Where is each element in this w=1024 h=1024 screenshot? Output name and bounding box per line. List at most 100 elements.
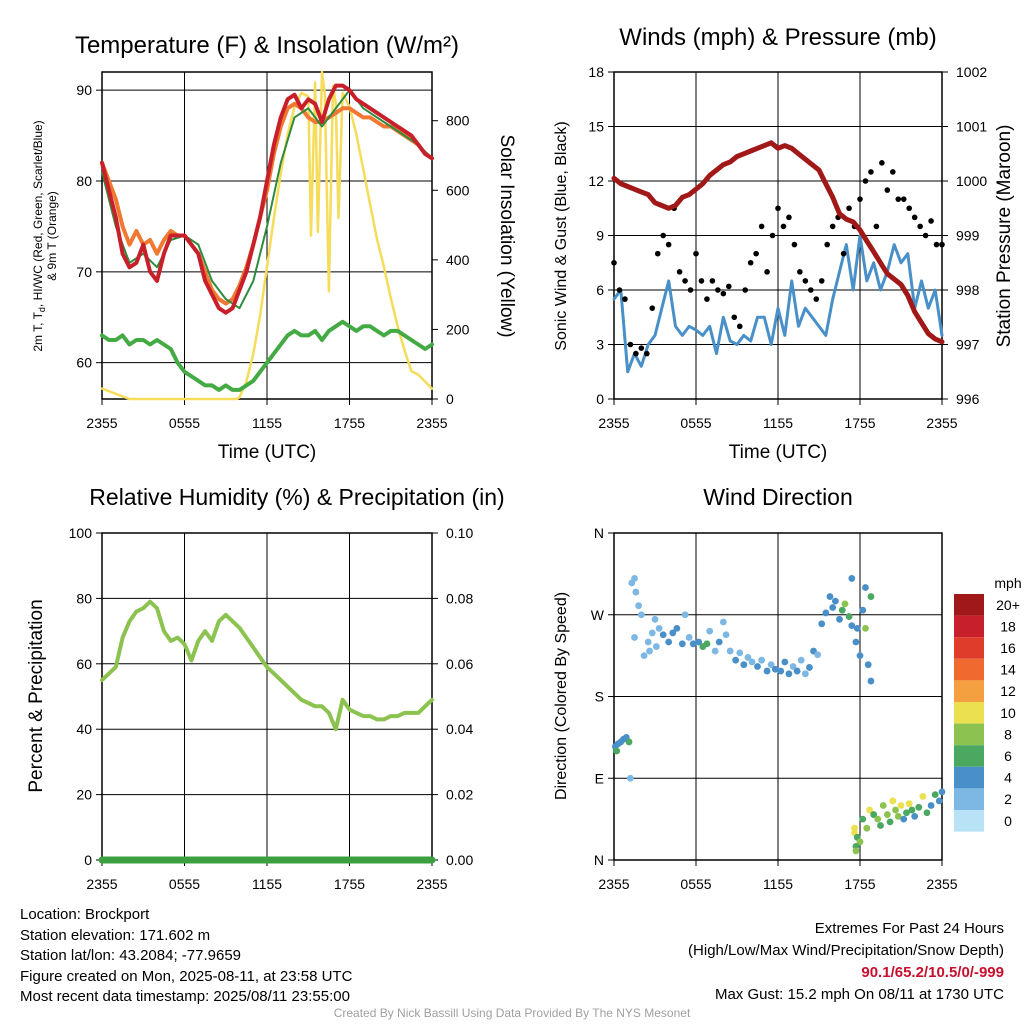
plot-frame (101, 71, 433, 400)
x-tick-label: 2355 (926, 876, 957, 892)
y-tick-label: 90 (76, 82, 92, 98)
panel-4 (608, 532, 943, 866)
wind-direction-point (862, 624, 869, 632)
y-axis-label-direction: Direction (Colored By Speed) (553, 592, 570, 800)
legend-label: 4 (1004, 770, 1012, 786)
wind-direction-point (644, 638, 652, 646)
series-relative-humidity (100, 599, 434, 732)
gust-point (753, 250, 759, 257)
gust-point (884, 187, 891, 193)
gust-point (676, 269, 683, 275)
figure-created: Figure created on Mon, 2025-08-11, at 23… (20, 967, 353, 985)
gust-point (627, 341, 634, 348)
gust-point (911, 214, 918, 221)
y-tick-label: 70 (76, 264, 92, 280)
gust-point (813, 296, 820, 302)
wind-direction-point (826, 593, 834, 600)
wind-direction-point (852, 638, 860, 646)
legend-swatch (954, 680, 984, 702)
wind-direction-point (814, 651, 822, 659)
gust-point (704, 296, 710, 302)
wind-direction-point (758, 656, 765, 664)
wind-direction-point (848, 622, 856, 630)
gust-point (829, 223, 836, 230)
legend-label: 2 (1004, 791, 1012, 807)
wind-direction-point (785, 670, 793, 678)
y-tick-label: 9 (596, 228, 604, 244)
gust-point (775, 205, 781, 212)
x-tick-label: 0555 (680, 876, 711, 892)
wind-direction-point (659, 631, 667, 639)
gust-point (933, 241, 940, 248)
legend-label: 10 (1000, 705, 1016, 721)
wind-direction-point (848, 575, 856, 582)
legend-label: 6 (1004, 748, 1012, 764)
legend-title: mph (994, 575, 1021, 591)
y-tick-label: 12 (588, 173, 604, 189)
gust-point (747, 259, 754, 266)
gust-point (846, 205, 852, 212)
legend-label: 8 (1004, 726, 1012, 742)
wind-direction-point (678, 640, 686, 648)
gust-point (769, 232, 776, 239)
series-dewpoint (100, 319, 434, 392)
wind-direction-point (859, 815, 867, 823)
gust-point (616, 287, 623, 293)
x-tick-label: 2355 (926, 415, 957, 431)
gust-point (879, 160, 885, 166)
wind-direction-point (767, 661, 775, 669)
gust-point (660, 232, 666, 239)
gust-point (873, 223, 880, 230)
gust-point (726, 283, 732, 290)
wind-direction-point (822, 609, 830, 617)
series-station-pressure (611, 140, 945, 345)
wind-direction-point (771, 665, 779, 673)
gust-point (780, 223, 787, 230)
y-axis-label-temperature: 2m T, Td, HI/WC (Red, Green, Scarlet/Blu… (31, 120, 59, 351)
station-elevation: Station elevation: 171.602 m (20, 926, 211, 944)
wind-direction-point (793, 667, 801, 675)
series-2m-temperature (100, 83, 434, 315)
gust-point (720, 290, 727, 297)
y2-tick-label: 200 (446, 321, 470, 337)
panel-title-winds: Winds (mph) & Pressure (mb) (619, 24, 936, 51)
y-tick-label: 60 (76, 656, 92, 672)
panel-title-wind-direction: Wind Direction (703, 484, 853, 510)
wind-direction-point (908, 806, 916, 814)
gust-point (824, 241, 830, 248)
gust-point (715, 287, 721, 293)
gust-point (818, 278, 825, 284)
gust-point (644, 350, 650, 357)
wind-direction-point (866, 806, 873, 814)
wind-direction-point (648, 629, 656, 637)
wind-direction-point (877, 822, 884, 829)
ylabel-subscript: d (37, 307, 47, 312)
wind-direction-point (631, 575, 638, 582)
gust-point (665, 241, 672, 248)
wind-direction-point (627, 774, 634, 782)
extremes-panel: Extremes For Past 24 Hours (High/Low/Max… (688, 918, 1004, 1006)
wind-direction-point (859, 606, 867, 614)
legend-label: 20+ (996, 597, 1020, 613)
y-tick-label: 6 (596, 282, 604, 298)
wind-direction-point (719, 618, 727, 626)
x-axis-label: Time (UTC) (729, 442, 828, 463)
station-info: Location: Brockport Station elevation: 1… (20, 905, 352, 1008)
wind-direction-point (935, 797, 943, 805)
wind-direction-point (938, 788, 946, 796)
y-tick-label: 40 (76, 721, 92, 737)
wind-direction-point (748, 658, 756, 666)
x-tick-label: 1155 (252, 415, 282, 431)
y-tick-label: 80 (76, 173, 92, 189)
wind-direction-point (801, 670, 809, 678)
y2-tick-label: 600 (446, 182, 470, 198)
ylabel-line-1-rest: , HI/WC (Red, Green, Scarlet/Blue) (31, 120, 45, 307)
wind-direction-point (777, 667, 785, 675)
max-gust: Max Gust: 15.2 mph On 08/11 at 1730 UTC (714, 986, 1004, 1003)
wind-direction-point (915, 803, 923, 811)
wind-direction-point (631, 634, 638, 641)
y-tick-label: 3 (596, 337, 604, 353)
gust-point (868, 169, 874, 175)
wind-direction-point (879, 802, 887, 809)
